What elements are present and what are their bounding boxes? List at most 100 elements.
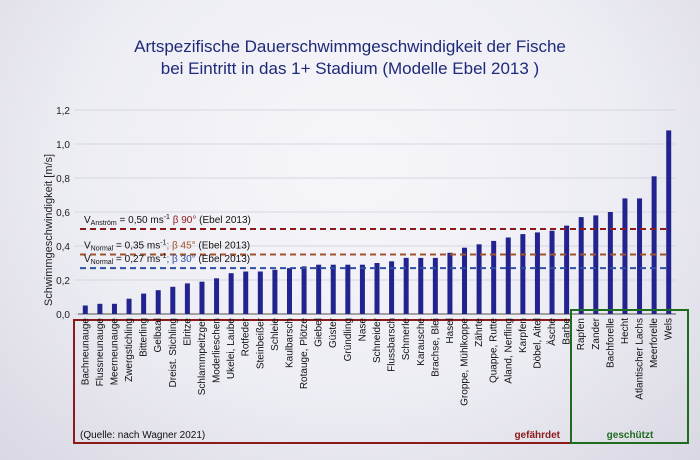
bar-11 [228,273,234,314]
reference-lines [80,228,668,270]
x-tick-label: Aland, Nerfling [503,318,514,384]
x-tick-label: Flussneunauge [95,318,106,387]
x-tick-label: Wels [664,318,675,340]
bar-27 [462,247,468,314]
bar-35 [578,217,584,314]
x-tick-label: Steinbeißer [255,317,266,369]
x-tick-label: Schmerle [401,318,412,361]
x-tick-label: Quappe, Rutte [489,318,500,383]
bar-10 [214,278,220,314]
x-tick-label: Flussbarsch [387,318,398,372]
bar-38 [622,198,628,314]
x-tick-label: Meerneunauge [109,318,120,386]
x-tick-label: Giebel [314,318,325,347]
y-tick-label: 0,2 [56,276,70,287]
x-tick-label: Karausche [416,318,427,366]
x-tick-label: Hasel [445,318,456,344]
x-tick-label: Schlammpeitzger [197,317,208,395]
bar-13 [257,271,263,314]
y-tick-label: 1,2 [56,106,70,117]
bar-12 [243,271,249,314]
x-tick-label: Dreist. Stichling [168,318,179,387]
bar-36 [593,215,599,314]
reference-line-label-1: VAnström = 0,50 ms-1 β 90° (Ebel 2013) [84,214,251,227]
bar-1 [82,305,88,314]
bar-20 [359,264,365,314]
x-tick-label: Rotauge, Plötze [299,318,310,390]
bar-28 [476,244,482,314]
x-tick-label: Äsche [546,318,558,346]
x-tick-label: Gründling [343,318,354,361]
y-tick-label: 1,0 [56,140,70,151]
x-tick-label: Rotfeder [241,317,252,356]
x-tick-label: Bitterling [139,318,150,357]
bars [82,130,672,314]
x-tick-label: Elritze [182,318,193,346]
bar-24 [418,257,424,314]
bar-30 [505,237,511,314]
bar-21 [374,263,380,314]
source-note: (Quelle: nach Wagner 2021) [80,430,205,441]
bar-41 [666,130,672,314]
y-tick-label: 0,4 [56,242,70,253]
bar-29 [491,240,497,314]
y-tick-label: 0,8 [56,174,70,185]
bar-4 [126,298,132,314]
bar-33 [549,230,555,314]
endangered-label: gefährdet [514,430,560,441]
x-tick-label: Nase [357,318,368,342]
bar-22 [389,261,395,314]
protected-group-box [570,309,689,444]
x-axis-labels: Bachneunauge Flussneunauge Meerneunauge Zwe… [80,317,674,406]
x-tick-label: Brachse, Blei [430,318,441,377]
x-tick-label: Döbel, Aitel [532,318,543,369]
bar-2 [97,303,103,314]
x-tick-label: Schneider [372,317,383,363]
title-line-2: bei Eintritt in das 1+ Stadium (Modelle … [160,59,540,78]
bar-37 [607,212,613,314]
bar-23 [403,257,409,314]
bar-26 [447,252,453,314]
chart-title: Artspezifische Dauerschwimmgeschwindigke… [0,36,700,80]
x-tick-label: Zährte [474,318,485,347]
bar-17 [316,264,322,314]
reference-line-label-2: VNormal = 0,35 ms-1; β 45° (Ebel 2013) [84,240,250,253]
x-tick-label: Gelbaal [153,318,164,352]
bar-39 [637,198,643,314]
x-tick-label: Kaulbarsch [284,318,295,368]
bar-16 [301,266,307,314]
y-axis-label: Schwimmgeschwindigkeit [m/s] [43,154,55,306]
bar-18 [330,264,336,314]
title-line-1: Artspezifische Dauerschwimmgeschwindigke… [134,37,566,56]
x-tick-label: Groppe, Mühlkoppe [460,318,471,406]
x-tick-label: Schleie [270,318,281,351]
x-tick-label: Karpfen [518,318,529,353]
y-tick-label: 0,6 [56,208,70,219]
bar-34 [564,225,570,314]
x-tick-label: Güster [328,317,339,348]
x-tick-label: Zwergstichling [124,318,135,382]
reference-line-label-3: VNormal = 0,27 ms-1; β 30° (Ebel 2013) [84,253,250,266]
x-tick-label: Hecht [620,318,631,344]
x-tick-label: Meerforelle [649,318,660,368]
x-tick-label: Atlantischer Lachs [635,318,646,400]
bar-25 [432,257,438,314]
x-tick-label: Zander [591,317,602,349]
bar-3 [111,303,117,314]
bar-6 [155,290,161,314]
x-tick-label: Moderlieschen [212,318,223,383]
bar-9 [199,281,205,314]
x-tick-label: Barbe [562,318,573,345]
bar-7 [170,286,176,314]
protected-label: geschützt [607,430,654,441]
bar-32 [534,232,540,314]
x-tick-label: Bachforelle [605,318,616,368]
reference-line-labels: VAnström = 0,50 ms-1 β 90° (Ebel 2013) VN… [84,214,251,266]
bar-15 [286,268,292,314]
x-tick-label: Bachneunauge [80,318,91,386]
bar-14 [272,269,278,314]
x-tick-label: Ukelei, Laube [226,318,237,380]
bar-8 [184,283,190,314]
